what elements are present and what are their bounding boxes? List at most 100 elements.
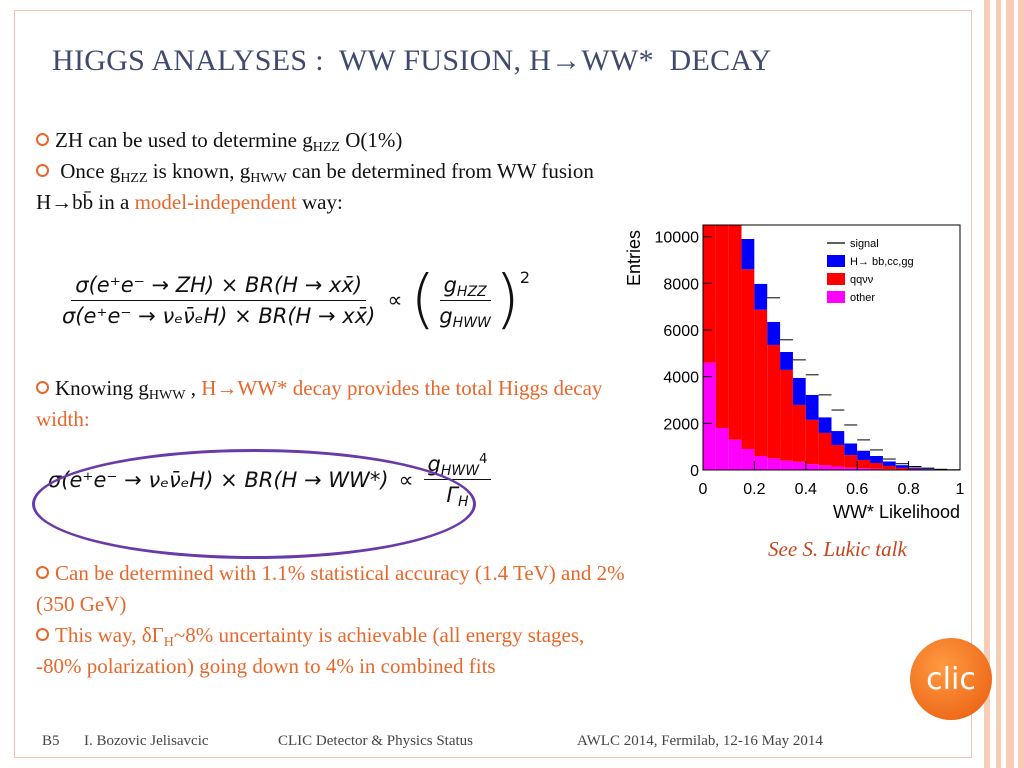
highlight: H→WW* decay provides the total Higgs dec… bbox=[36, 376, 603, 431]
subscript: HZZ bbox=[312, 140, 340, 155]
histogram-bar bbox=[895, 463, 909, 466]
text: O(1%) bbox=[339, 128, 403, 152]
decor-stripe bbox=[1006, 0, 1014, 768]
histogram-chart: 0 2000 4000 6000 8000 10000 0 0.2 0.4 0.6 0.8 1 Entr… bbox=[624, 210, 965, 522]
decor-stripe bbox=[996, 0, 1001, 768]
paren: ) bbox=[494, 263, 520, 337]
formula-text: g bbox=[443, 272, 457, 297]
histogram-bar bbox=[857, 468, 871, 470]
bullet: ZH can be used to determine gHZZ O(1%) O… bbox=[36, 125, 626, 218]
histogram-bar bbox=[870, 456, 883, 463]
histogram-bar bbox=[818, 417, 832, 433]
text: is known, g bbox=[147, 159, 251, 183]
histogram-bar bbox=[780, 351, 793, 370]
histogram-bar bbox=[729, 210, 742, 211]
x-tick-label: 0.6 bbox=[846, 481, 868, 498]
histogram-bar bbox=[818, 432, 832, 466]
formula-text: g bbox=[439, 303, 453, 328]
histogram-bar bbox=[792, 404, 806, 462]
text: ~8% uncertainty is achievable (all energ… bbox=[36, 623, 585, 678]
histogram-bar bbox=[831, 431, 845, 446]
formula-sub: HWW bbox=[452, 314, 491, 331]
highlight-ellipse bbox=[32, 449, 476, 559]
histogram-bar bbox=[767, 458, 781, 470]
footer-text: B5 bbox=[42, 733, 60, 749]
logo: clic bbox=[910, 638, 992, 720]
highlight: model-independent bbox=[134, 190, 297, 214]
subscript: HWW bbox=[148, 388, 186, 403]
histogram-bar bbox=[741, 449, 755, 470]
plot-frame bbox=[702, 224, 961, 471]
x-tick-label: 0.4 bbox=[795, 481, 817, 498]
histogram-bar bbox=[728, 439, 742, 470]
decor-stripe bbox=[984, 0, 990, 768]
footer-text: CLIC Detector & Physics Status bbox=[278, 733, 473, 749]
formula-sub: HZZ bbox=[456, 283, 487, 300]
histogram-bar bbox=[882, 466, 896, 470]
legend-swatch bbox=[827, 255, 845, 267]
text: can be determined from WW fusion H→bb̄ i… bbox=[36, 159, 594, 214]
legend-label: qqνν bbox=[850, 274, 874, 286]
histogram-bar bbox=[715, 225, 729, 428]
text: This way, δΓ bbox=[55, 623, 164, 647]
logo-text: clic bbox=[926, 661, 976, 697]
text: Knowing g bbox=[55, 376, 149, 400]
bullet: Knowing gHWW , H→WW* decay provides the … bbox=[36, 373, 626, 435]
text: , bbox=[185, 376, 202, 400]
y-tick-label: 8000 bbox=[663, 276, 699, 293]
histogram-bar bbox=[741, 239, 755, 270]
text: way: bbox=[296, 190, 343, 214]
slide-title: HIGGS ANALYSES : WW FUSION, H→WW* DECAY bbox=[52, 44, 772, 77]
histogram-bar bbox=[844, 455, 858, 468]
text: Can be determined with 1.1% statistical … bbox=[36, 561, 625, 616]
y-tick-label: 0 bbox=[690, 463, 699, 480]
x-axis-label: WW* Likelihood bbox=[833, 502, 960, 522]
histogram-bar bbox=[767, 344, 781, 459]
histogram-bar bbox=[818, 394, 832, 418]
histogram-bar bbox=[870, 463, 883, 469]
histogram-bar bbox=[895, 467, 909, 470]
histogram-bar bbox=[792, 461, 806, 470]
histogram-bar bbox=[908, 467, 922, 469]
histogram-bar bbox=[780, 339, 793, 352]
subscript: H bbox=[163, 635, 174, 650]
histogram-bar bbox=[754, 225, 768, 284]
histogram-bar bbox=[818, 465, 832, 470]
decor-stripe bbox=[1018, 0, 1024, 768]
y-tick-label: 2000 bbox=[663, 416, 699, 433]
histogram-bar bbox=[844, 467, 858, 470]
y-axis-label: Entries bbox=[624, 230, 644, 286]
subscript: HWW bbox=[250, 171, 287, 186]
x-tick-label: 0.8 bbox=[897, 481, 919, 498]
legend-label: signal bbox=[850, 238, 879, 250]
y-tick-label: 4000 bbox=[663, 370, 699, 387]
footer-text: AWLC 2014, Fermilab, 12-16 May 2014 bbox=[577, 733, 823, 749]
histogram-bar bbox=[844, 443, 858, 456]
histogram-bar bbox=[780, 369, 793, 461]
histogram-bar bbox=[754, 456, 768, 470]
histogram-bar bbox=[857, 439, 871, 451]
slide-frame bbox=[14, 10, 972, 758]
reference: See S. Lukic talk bbox=[768, 537, 907, 561]
formula-power: 2 bbox=[519, 268, 531, 287]
histogram-bar bbox=[921, 468, 935, 470]
footer-text: I. Bozovic Jelisavcic bbox=[84, 733, 209, 749]
legend-swatch bbox=[827, 273, 845, 285]
histogram-bar bbox=[882, 459, 896, 462]
x-tick-label: 0 bbox=[699, 481, 708, 498]
histogram-bar bbox=[792, 359, 806, 378]
histogram-bar bbox=[805, 394, 819, 420]
y-tick-label: 6000 bbox=[663, 323, 699, 340]
histogram-bar bbox=[703, 362, 716, 470]
histogram-bar bbox=[780, 460, 793, 470]
histogram-bar bbox=[870, 449, 883, 456]
text: Once g bbox=[55, 159, 121, 183]
histogram-bar bbox=[908, 468, 922, 470]
histogram-bar bbox=[703, 225, 716, 363]
histogram-bar bbox=[741, 269, 755, 449]
histogram-bar bbox=[729, 211, 742, 218]
x-tick-label: 1 bbox=[956, 481, 965, 498]
histogram-bar bbox=[805, 374, 819, 395]
bullet: Can be determined with 1.1% statistical … bbox=[36, 558, 626, 682]
